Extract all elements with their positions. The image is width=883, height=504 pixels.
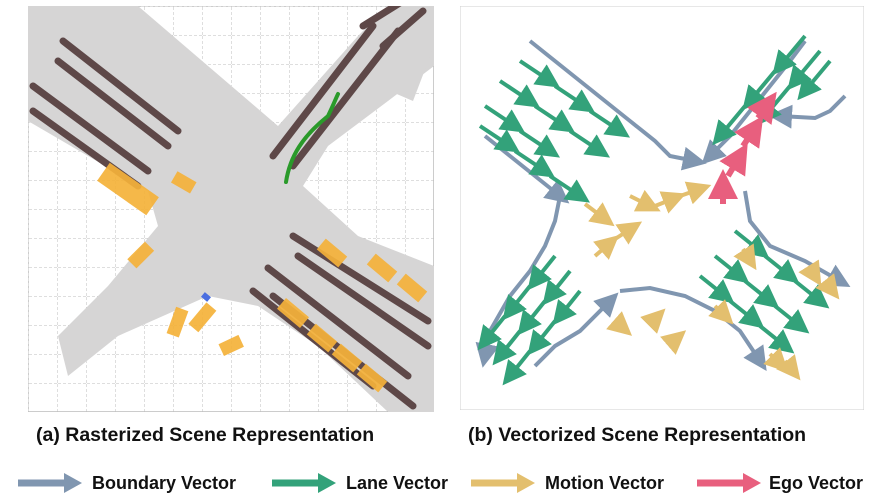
legend-boundary: Boundary Vector bbox=[16, 470, 236, 496]
vectorized-scene-image bbox=[460, 6, 864, 410]
legend-label-lane: Lane Vector bbox=[346, 473, 449, 493]
lane-vectors bbox=[477, 34, 832, 386]
legend-label-boundary: Boundary Vector bbox=[92, 473, 237, 493]
motion-vectors bbox=[583, 181, 840, 381]
legend-label-motion: Motion Vector bbox=[545, 473, 665, 493]
rasterized-scene-image bbox=[28, 6, 434, 412]
lane-vector-arrow-icon bbox=[272, 473, 336, 493]
caption-vectorized: (b) Vectorized Scene Representation bbox=[468, 424, 807, 446]
legend-label-ego: Ego Vector bbox=[769, 473, 864, 493]
boundary-vector-arrow-icon bbox=[18, 473, 82, 493]
rasterized-scene-panel bbox=[28, 6, 434, 412]
ego-box bbox=[201, 292, 211, 302]
ego-path bbox=[284, 92, 340, 184]
agent-boxes bbox=[97, 162, 428, 393]
caption-rasterized: (a) Rasterized Scene Representation bbox=[36, 424, 375, 446]
ego-vectors bbox=[708, 91, 777, 204]
vectorized-scene-panel bbox=[460, 6, 864, 410]
legend-motion: Motion Vector bbox=[469, 470, 664, 496]
ego-vector-arrow-icon bbox=[697, 473, 761, 493]
legend-lane: Lane Vector bbox=[270, 470, 448, 496]
legend-ego: Ego Vector bbox=[695, 470, 863, 496]
motion-vector-arrow-icon bbox=[471, 473, 535, 493]
